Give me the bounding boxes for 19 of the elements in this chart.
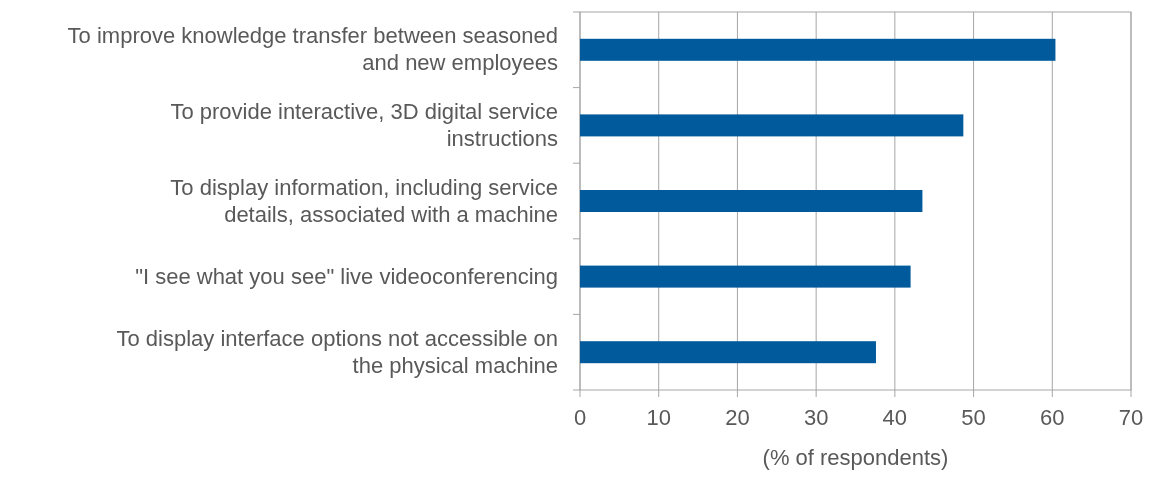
x-tick-label: 0 <box>573 405 587 430</box>
bar <box>580 38 1056 61</box>
bar <box>580 265 911 288</box>
y-tick-label: To display interface options not accessible on the physical machine <box>116 325 558 378</box>
y-tick-label: "I see what you see" live videoconferencing <box>135 263 558 289</box>
y-tick-label: To improve knowledge transfer between seasoned and new employees <box>67 23 558 76</box>
x-axis-title: (% of respondents) <box>762 445 949 470</box>
x-tick-label: 30 <box>803 405 829 430</box>
x-tick-label: 60 <box>1040 405 1065 430</box>
x-tick-label: 70 <box>1118 405 1144 430</box>
y-tick-label: To display information, including service details, associated with a machine <box>170 174 558 227</box>
x-tick-label: 50 <box>961 405 986 430</box>
y-tick-label: To provide interactive, 3D digital service instructions <box>170 98 558 151</box>
bar <box>580 114 964 137</box>
x-tick-label: 40 <box>882 405 908 430</box>
x-tick-label: 20 <box>725 405 750 430</box>
bar <box>580 341 876 364</box>
bar <box>580 190 923 212</box>
x-tick-label: 10 <box>646 405 671 430</box>
